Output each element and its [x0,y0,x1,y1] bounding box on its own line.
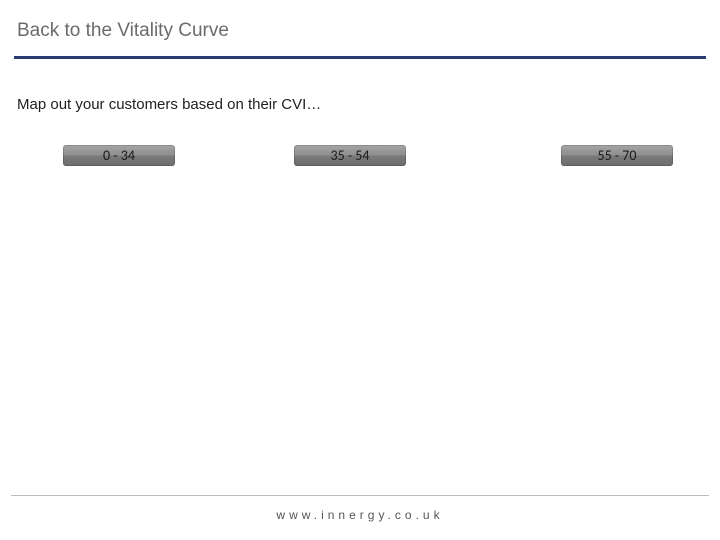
cvi-range-pill-mid: 35 - 54 [294,145,406,166]
footer-url: www.innergy.co.uk [0,508,720,522]
cvi-range-pill-high: 55 - 70 [561,145,673,166]
cvi-range-pill-low: 0 - 34 [63,145,175,166]
subtitle: Map out your customers based on their CV… [17,96,321,113]
slide: Back to the Vitality Curve Map out your … [0,0,720,540]
page-title: Back to the Vitality Curve [17,20,229,42]
title-underline [14,56,706,59]
footer-divider [11,495,709,496]
